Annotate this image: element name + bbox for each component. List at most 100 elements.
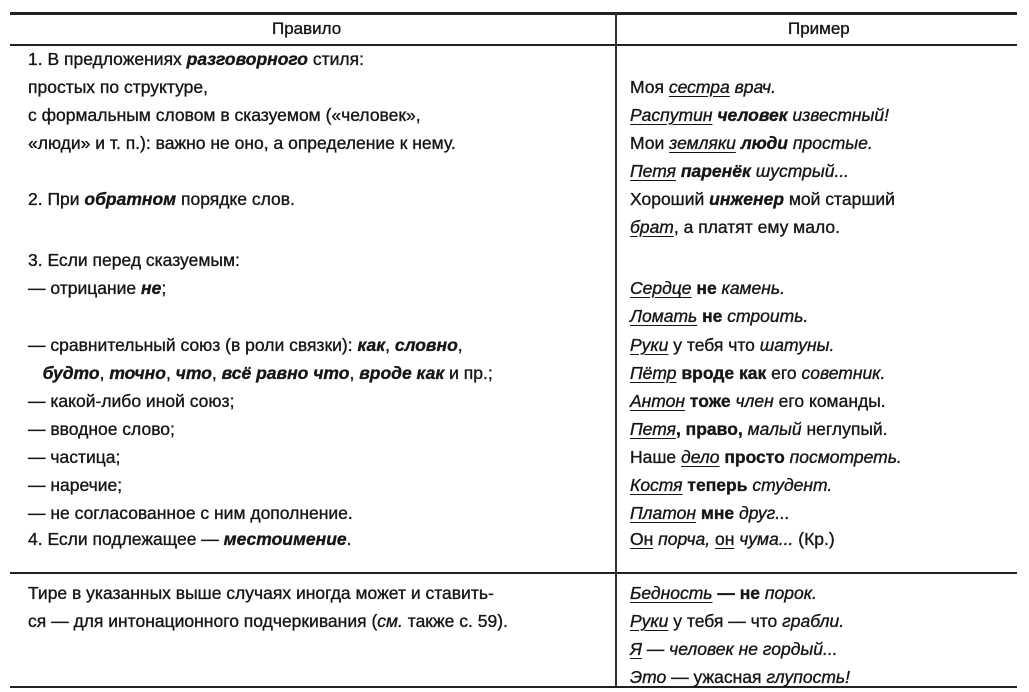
left-line: будто, точно, что, всё равно что, вроде … xyxy=(28,363,493,383)
text-segment: простых по структуре, xyxy=(28,77,208,97)
text-segment: простые. xyxy=(788,133,873,153)
text-segment: — какой-либо иной союз; xyxy=(28,391,235,411)
left-line: — частица; xyxy=(28,447,121,467)
left-line: — вводное слово; xyxy=(28,419,175,439)
text-segment: «люди» и т. п.): важно не оно, а определ… xyxy=(28,133,456,153)
text-segment: порча, xyxy=(653,529,715,549)
left-line: 4. Если подлежащее — местоимение. xyxy=(28,529,352,549)
text-segment: — человек не гордый... xyxy=(641,639,838,659)
right-line: Распутин человек известный! xyxy=(630,105,889,125)
text-segment: не xyxy=(697,306,728,326)
text-segment: — наречие; xyxy=(28,475,123,495)
right-line: Моя сестра врач. xyxy=(630,77,776,97)
text-segment: чума... xyxy=(734,529,794,549)
text-segment: известный! xyxy=(787,105,890,125)
text-segment: разговорного xyxy=(186,49,308,69)
right-line: Мои земляки люди простые. xyxy=(630,133,873,153)
underlined-subject: Я xyxy=(630,639,642,659)
left-line: — сравнительный союз (в роли связки): ка… xyxy=(28,335,463,355)
left-line: — отрицание не; xyxy=(28,278,167,298)
right-line: Антон тоже член его команды. xyxy=(630,391,886,411)
right-line: Руки у тебя — что грабли. xyxy=(630,611,845,631)
text-segment: Мои xyxy=(630,133,670,153)
text-segment: всё равно что xyxy=(221,363,350,383)
text-segment: Наше xyxy=(630,447,682,467)
text-segment: словно xyxy=(394,335,458,355)
text-segment: — не xyxy=(712,583,761,603)
text-segment: что xyxy=(175,363,212,383)
section-rule xyxy=(10,572,1017,574)
left-line: ся — для интонационного подчеркивания (с… xyxy=(28,611,508,631)
underlined-subject: Бедность xyxy=(630,583,713,603)
right-line: Он порча, он чума... (Кр.) xyxy=(630,529,835,549)
text-segment: Моя xyxy=(630,77,669,97)
underlined-subject: Это xyxy=(630,667,667,687)
text-segment: неглупый. xyxy=(801,419,888,439)
text-segment: — не согласованное с ним дополнение. xyxy=(28,503,353,523)
text-segment: 1. В предложениях xyxy=(28,49,187,69)
right-line: Пётр вроде как его советник. xyxy=(630,363,886,383)
text-segment: паренёк xyxy=(675,161,751,181)
text-segment: камень. xyxy=(716,278,785,298)
right-line: Сердце не камень. xyxy=(630,278,785,298)
text-segment: — ужасная xyxy=(666,667,767,687)
underlined-subject: дело xyxy=(681,447,720,467)
text-segment xyxy=(28,363,43,383)
text-segment: , xyxy=(211,363,222,383)
left-line: — не согласованное с ним дополнение. xyxy=(28,503,353,523)
text-segment: советник. xyxy=(801,363,886,383)
column-divider xyxy=(615,13,617,687)
left-line: 2. При обратном порядке слов. xyxy=(28,189,295,209)
text-segment: ; xyxy=(161,278,167,298)
underlined-subject: Распутин xyxy=(630,105,713,125)
text-segment: 4. Если подлежащее — xyxy=(28,529,224,549)
text-segment: 3. Если перед сказуемым: xyxy=(28,250,240,270)
text-segment: также с. 59). xyxy=(402,611,508,631)
text-segment: см. xyxy=(377,611,403,631)
text-segment: — отрицание xyxy=(28,278,142,298)
text-segment: инженер xyxy=(709,189,785,209)
left-line: «люди» и т. п.): важно не оно, а определ… xyxy=(28,133,456,153)
text-segment: мне xyxy=(696,503,735,523)
text-segment: люди xyxy=(735,133,789,153)
underlined-subject: Руки xyxy=(630,335,669,355)
text-segment: , xyxy=(457,335,463,355)
left-line: — наречие; xyxy=(28,475,122,495)
right-line: Ломать не строить. xyxy=(630,306,809,326)
text-segment: у тебя — что xyxy=(668,611,783,631)
text-segment: , xyxy=(165,363,176,383)
right-line: Петя, право, малый неглупый. xyxy=(630,419,888,439)
text-segment: его xyxy=(766,363,802,383)
text-segment: посмотреть. xyxy=(784,447,902,467)
text-segment: , xyxy=(99,363,110,383)
text-segment: обратном xyxy=(84,189,177,209)
text-segment: шустрый... xyxy=(750,161,850,181)
underlined-subject: Он xyxy=(630,529,654,549)
text-segment: стиля: xyxy=(307,49,364,69)
right-line: Я — человек не гордый... xyxy=(630,639,838,659)
text-segment: глупость! xyxy=(766,667,850,687)
text-segment: шатуны. xyxy=(759,335,835,355)
text-segment: студент. xyxy=(747,475,833,495)
left-line: с формальным словом в сказуемом («челове… xyxy=(28,105,421,125)
text-segment: вроде как xyxy=(359,363,445,383)
text-segment: у тебя что xyxy=(668,335,760,355)
text-segment: мой старший xyxy=(784,189,895,209)
text-segment: ся — для интонационного подчеркивания ( xyxy=(28,611,378,631)
text-segment: малый xyxy=(742,419,802,439)
text-segment: не xyxy=(141,278,162,298)
text-segment: местоимение xyxy=(223,529,347,549)
top-rule xyxy=(10,12,1017,15)
header-example-column: Пример xyxy=(788,19,850,38)
underlined-subject: Петя xyxy=(630,419,676,439)
text-segment: будто xyxy=(42,363,100,383)
header-rule-column: Правило xyxy=(272,19,342,38)
right-line: Наше дело просто посмотреть. xyxy=(630,447,902,467)
right-line: Руки у тебя что шатуны. xyxy=(630,335,835,355)
underlined-subject: Пётр xyxy=(630,363,677,383)
left-line: Тире в указанных выше случаях иногда мож… xyxy=(28,583,494,603)
underlined-subject: Сердце xyxy=(630,278,692,298)
text-segment: как xyxy=(357,335,386,355)
text-segment: и пр.; xyxy=(444,363,493,383)
underlined-subject: земляки xyxy=(669,133,736,153)
